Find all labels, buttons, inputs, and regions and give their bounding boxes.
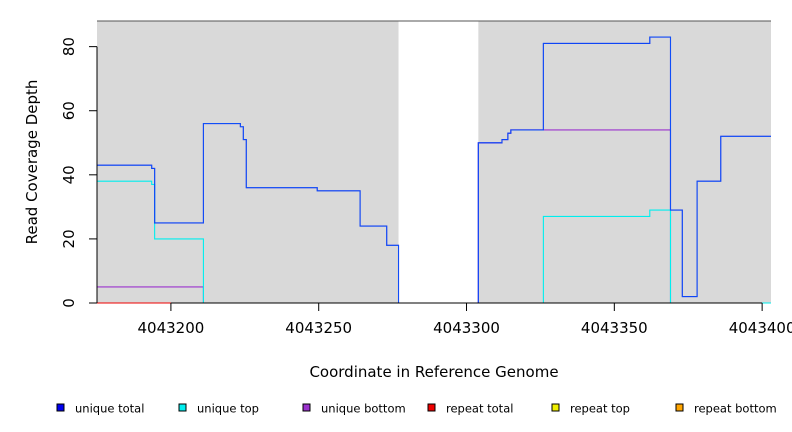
shaded-region-0	[97, 21, 399, 303]
legend: unique total unique top unique bottom repea…	[56, 402, 777, 416]
y-tick-label-0: 0	[60, 298, 78, 308]
legend-item-unique-bottom: unique bottom	[302, 402, 406, 416]
y-tick-label-40: 40	[60, 165, 78, 184]
y-tick-label-80: 80	[60, 37, 78, 56]
legend-item-repeat-total: repeat total	[427, 402, 513, 416]
x-tick-label-4043400: 4043400	[729, 319, 792, 337]
legend-item-repeat-top: repeat top	[551, 402, 630, 416]
legend-item-unique-total: unique total	[56, 402, 144, 416]
legend-label: repeat bottom	[694, 402, 777, 416]
legend-item-repeat-bottom: repeat bottom	[675, 402, 777, 416]
shaded-region-1	[478, 21, 771, 303]
legend-label: unique bottom	[321, 402, 406, 416]
x-tick-label-4043300: 4043300	[433, 319, 500, 337]
x-tick-label-4043250: 4043250	[285, 319, 352, 337]
plot-background	[97, 20, 771, 303]
legend-label: repeat total	[446, 402, 513, 416]
legend-label: unique total	[75, 402, 144, 416]
legend-swatch	[56, 403, 65, 412]
legend-label: unique top	[197, 402, 259, 416]
legend-swatch	[675, 403, 684, 412]
legend-item-unique-top: unique top	[178, 402, 259, 416]
y-axis-title: Read Coverage Depth	[23, 80, 41, 245]
x-tick-label-4043200: 4043200	[137, 319, 204, 337]
y-tick-label-20: 20	[60, 229, 78, 248]
x-tick-label-4043350: 4043350	[581, 319, 648, 337]
axes-layer: 4043200 4043250 4043300 4043350 4043400 0 20 40…	[60, 37, 792, 337]
legend-swatch	[178, 403, 187, 412]
y-tick-label-60: 60	[60, 101, 78, 120]
legend-swatch	[302, 403, 311, 412]
legend-swatch	[551, 403, 560, 412]
legend-swatch	[427, 403, 436, 412]
x-axis-title: Coordinate in Reference Genome	[309, 363, 558, 381]
legend-label: repeat top	[570, 402, 630, 416]
